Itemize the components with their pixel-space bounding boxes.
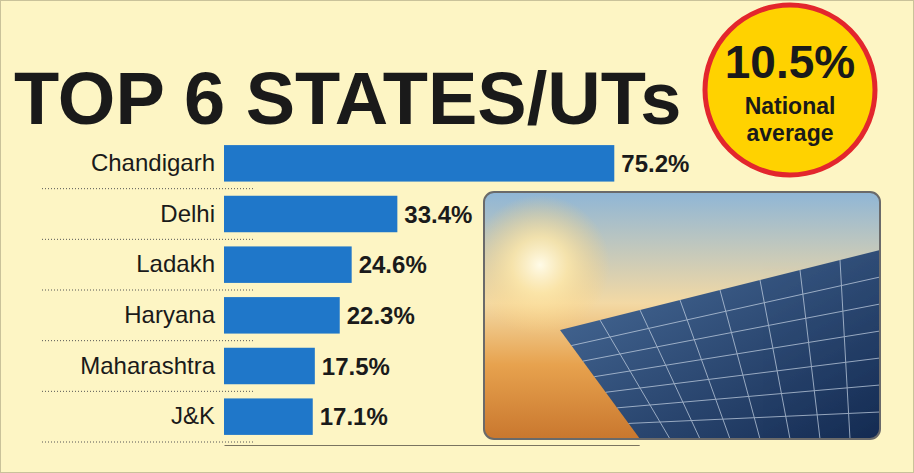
bars [224, 145, 614, 435]
bar [224, 348, 315, 384]
photo-frame [484, 192, 880, 439]
row-separator [42, 391, 254, 392]
photo-grid-line [680, 300, 730, 439]
y-tick: Chandigarh [91, 149, 224, 176]
y-tick: Ladakh [136, 250, 224, 277]
data-label: 17.5% [322, 353, 390, 380]
data-label: 24.6% [359, 251, 427, 278]
y-tick-label: Ladakh [136, 250, 215, 277]
photo-grid-line [840, 260, 850, 439]
data-labels: 75.2% 33.4% 24.6% 22.3% 17.5% 17.1% [320, 150, 690, 430]
y-tick: Maharashtra [80, 352, 224, 379]
average-badge: 10.5%Nationalaverage [705, 5, 875, 175]
row-separator [42, 239, 254, 240]
badge-caption-line: average [747, 120, 834, 146]
bar [224, 196, 397, 232]
chart-title: TOP 6 STATES/UTs [14, 57, 682, 140]
data-label: 22.3% [347, 302, 415, 329]
y-tick-label: Haryana [124, 301, 215, 328]
photo-panel [560, 250, 880, 439]
y-tick-label: Maharashtra [80, 352, 215, 379]
y-tick: J&K [171, 402, 224, 429]
photo-panel-grid [571, 260, 880, 439]
row-separator [42, 442, 254, 443]
badge-value: 10.5% [725, 36, 855, 88]
photo-grid-line [720, 290, 760, 439]
badge-caption: Nationalaverage [745, 93, 836, 146]
background [1, 1, 914, 473]
row-separator [42, 188, 254, 189]
row-separators [42, 189, 254, 442]
photo-grid-line [760, 280, 790, 439]
photo-grid-line [800, 270, 820, 439]
bar [224, 398, 313, 434]
bar [224, 246, 352, 282]
y-tick-label: Chandigarh [91, 149, 215, 176]
row-separator [42, 290, 254, 291]
photo [484, 192, 880, 439]
y-tick: Haryana [124, 301, 224, 328]
y-tick-label: Delhi [160, 200, 215, 227]
row-separator [42, 340, 254, 341]
badge-caption-line: National [745, 93, 836, 119]
y-axis: Chandigarh Delhi Ladakh Haryana Maharashtra J… [80, 149, 224, 429]
x-axis-line [225, 445, 640, 446]
y-tick: Delhi [160, 200, 224, 227]
photo-grid-line [600, 320, 670, 439]
data-label: 33.4% [404, 201, 472, 228]
photo-sun [484, 195, 610, 335]
data-label: 75.2% [621, 150, 689, 177]
badge-circle [705, 5, 875, 175]
chart-canvas: TOP 6 STATES/UTs 75.2% 33.4% 24.6% 22.3% 17.5… [0, 0, 914, 473]
y-tick-label: J&K [171, 402, 215, 429]
bar [224, 145, 614, 181]
x-axis [225, 445, 640, 446]
bar [224, 297, 340, 333]
data-label: 17.1% [320, 403, 388, 430]
